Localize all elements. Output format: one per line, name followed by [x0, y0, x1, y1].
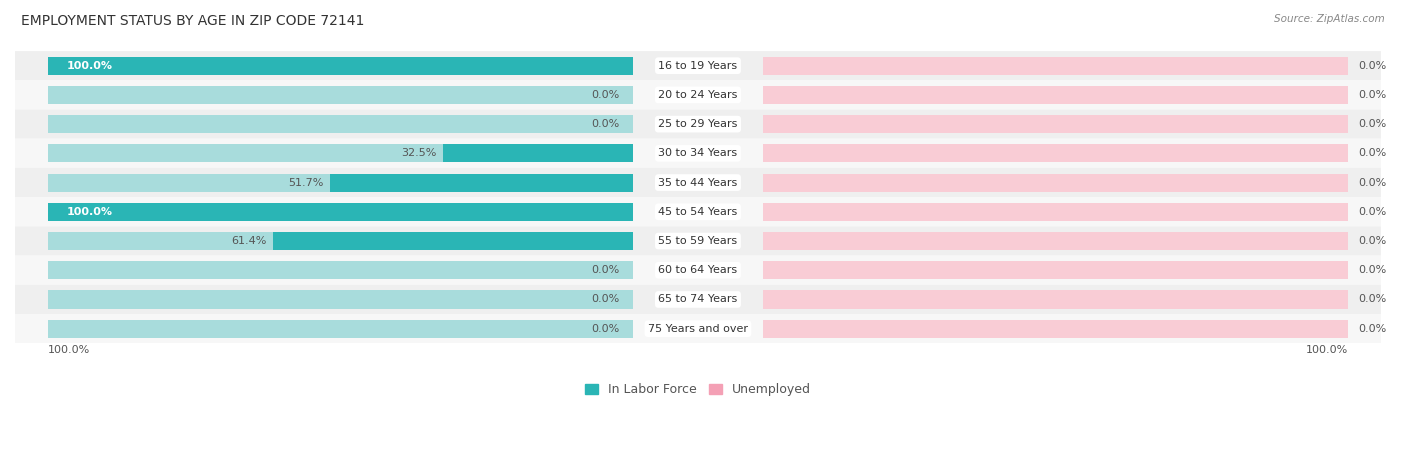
Text: 100.0%: 100.0%	[67, 207, 112, 217]
Bar	[48, 232, 633, 250]
FancyBboxPatch shape	[15, 139, 1381, 168]
FancyBboxPatch shape	[15, 197, 1381, 226]
Bar	[763, 57, 1348, 75]
Text: 0.0%: 0.0%	[592, 295, 620, 304]
Text: 0.0%: 0.0%	[1358, 265, 1386, 275]
Text: 0.0%: 0.0%	[592, 90, 620, 100]
Bar	[763, 174, 1348, 192]
Bar	[763, 261, 1348, 279]
Bar	[443, 144, 633, 162]
Text: 0.0%: 0.0%	[592, 265, 620, 275]
Text: 30 to 34 Years: 30 to 34 Years	[658, 148, 738, 158]
Text: 0.0%: 0.0%	[1358, 148, 1386, 158]
Text: 0.0%: 0.0%	[1358, 119, 1386, 129]
Bar	[48, 261, 633, 279]
FancyBboxPatch shape	[15, 168, 1381, 197]
Text: 0.0%: 0.0%	[592, 119, 620, 129]
Bar	[763, 232, 1348, 250]
Bar	[48, 144, 633, 162]
Text: 65 to 74 Years: 65 to 74 Years	[658, 295, 738, 304]
Bar	[763, 320, 1348, 338]
Text: 75 Years and over: 75 Years and over	[648, 324, 748, 334]
Bar	[48, 57, 633, 75]
Text: 55 to 59 Years: 55 to 59 Years	[658, 236, 738, 246]
Text: 0.0%: 0.0%	[1358, 236, 1386, 246]
Text: 0.0%: 0.0%	[1358, 61, 1386, 71]
Text: EMPLOYMENT STATUS BY AGE IN ZIP CODE 72141: EMPLOYMENT STATUS BY AGE IN ZIP CODE 721…	[21, 14, 364, 28]
Bar	[763, 144, 1348, 162]
FancyBboxPatch shape	[15, 51, 1381, 80]
Bar	[763, 203, 1348, 221]
Bar	[48, 57, 633, 75]
Text: 35 to 44 Years: 35 to 44 Years	[658, 178, 738, 188]
Text: 100.0%: 100.0%	[48, 345, 90, 355]
Text: 51.7%: 51.7%	[288, 178, 323, 188]
FancyBboxPatch shape	[15, 226, 1381, 256]
Bar	[763, 86, 1348, 104]
Bar	[48, 174, 633, 192]
Text: 45 to 54 Years: 45 to 54 Years	[658, 207, 738, 217]
Bar	[763, 115, 1348, 133]
Text: Source: ZipAtlas.com: Source: ZipAtlas.com	[1274, 14, 1385, 23]
Bar	[330, 174, 633, 192]
FancyBboxPatch shape	[15, 256, 1381, 285]
Bar	[48, 290, 633, 308]
Text: 20 to 24 Years: 20 to 24 Years	[658, 90, 738, 100]
Text: 0.0%: 0.0%	[1358, 295, 1386, 304]
Bar	[48, 86, 633, 104]
Text: 100.0%: 100.0%	[1306, 345, 1348, 355]
Bar	[48, 203, 633, 221]
Text: 61.4%: 61.4%	[232, 236, 267, 246]
Text: 32.5%: 32.5%	[401, 148, 436, 158]
FancyBboxPatch shape	[15, 80, 1381, 110]
Bar	[763, 290, 1348, 308]
Bar	[48, 320, 633, 338]
FancyBboxPatch shape	[15, 110, 1381, 139]
Text: 0.0%: 0.0%	[1358, 207, 1386, 217]
Text: 0.0%: 0.0%	[1358, 324, 1386, 334]
Bar	[274, 232, 633, 250]
Text: 100.0%: 100.0%	[67, 61, 112, 71]
Text: 0.0%: 0.0%	[592, 324, 620, 334]
Text: 60 to 64 Years: 60 to 64 Years	[658, 265, 738, 275]
Bar	[48, 115, 633, 133]
Text: 0.0%: 0.0%	[1358, 178, 1386, 188]
Text: 16 to 19 Years: 16 to 19 Years	[658, 61, 738, 71]
FancyBboxPatch shape	[15, 285, 1381, 314]
Text: 0.0%: 0.0%	[1358, 90, 1386, 100]
Bar	[48, 203, 633, 221]
FancyBboxPatch shape	[15, 314, 1381, 343]
Text: 25 to 29 Years: 25 to 29 Years	[658, 119, 738, 129]
Legend: In Labor Force, Unemployed: In Labor Force, Unemployed	[581, 378, 815, 401]
